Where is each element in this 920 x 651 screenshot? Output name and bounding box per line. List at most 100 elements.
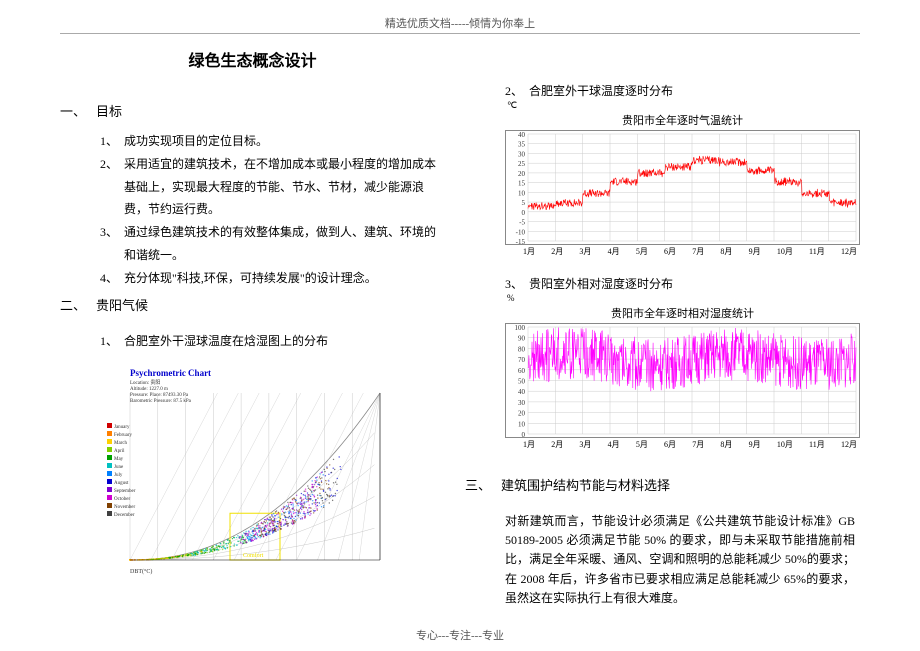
- section-2-sub1: 1、 合肥室外干湿球温度在焓湿图上的分布: [100, 332, 445, 349]
- month-label: 1月: [523, 439, 535, 450]
- svg-text:Comfort: Comfort: [243, 552, 264, 559]
- sub3-number: 3、: [505, 275, 525, 292]
- month-label: 2月: [551, 246, 563, 257]
- section-2-number: 二、: [60, 295, 90, 314]
- section-3-label: 建筑围护结构节能与材料选择: [501, 475, 670, 494]
- svg-text:0: 0: [522, 431, 526, 437]
- svg-text:100: 100: [515, 324, 526, 332]
- section-2-head: 二、 贵阳气候: [60, 295, 445, 314]
- svg-text:0: 0: [522, 209, 526, 217]
- month-label: 4月: [608, 439, 620, 450]
- section-1-item-3: 3、通过绿色建筑技术的有效整体集成，做到人、建筑、环境的和谐统一。: [100, 221, 440, 267]
- section-1-label: 目标: [96, 101, 122, 120]
- page-title: 绿色生态概念设计: [60, 47, 445, 71]
- section-1-number: 一、: [60, 101, 90, 120]
- item-num: 2、: [100, 153, 120, 221]
- hum-xaxis: 1月2月3月4月5月6月7月8月9月10月11月12月: [505, 438, 860, 450]
- item-num: 1、: [100, 130, 120, 153]
- svg-text:20: 20: [518, 170, 526, 178]
- month-label: 10月: [777, 439, 793, 450]
- item-text: 通过绿色建筑技术的有效整体集成，做到人、建筑、环境的和谐统一。: [124, 221, 440, 267]
- svg-text:40: 40: [518, 388, 526, 396]
- header-rule: [60, 33, 860, 34]
- svg-text:February: February: [114, 433, 133, 438]
- section-1-item-1: 1、成功实现项目的定位目标。: [100, 130, 440, 153]
- item-num: 4、: [100, 267, 120, 290]
- section-1-head: 一、 目标: [60, 101, 445, 120]
- svg-text:November: November: [114, 505, 135, 510]
- svg-text:60: 60: [518, 367, 526, 375]
- svg-text:80: 80: [518, 345, 526, 353]
- sub2-head: 2、 合肥室外干球温度逐时分布: [505, 82, 860, 99]
- svg-text:October: October: [114, 497, 130, 502]
- month-label: 7月: [692, 246, 704, 257]
- month-label: 2月: [551, 439, 563, 450]
- section-3-para: 对新建筑而言，节能设计必须满足《公共建筑节能设计标准》GB 50189-2005…: [505, 512, 855, 608]
- hum-chart: 0 10 20 30 40 50 60 70 80 90 100: [505, 323, 860, 438]
- temp-chart-wrap: ℃ 贵阳市全年逐时气温统计 -15-10-50510152025303540 1…: [505, 112, 860, 257]
- item-text: 充分体现"科技,环保，可持续发展"的设计理念。: [124, 267, 440, 290]
- sub2-number: 2、: [505, 82, 525, 99]
- svg-text:10: 10: [518, 420, 526, 428]
- svg-text:Psychrometric Chart: Psychrometric Chart: [130, 368, 211, 378]
- svg-text:Barometric Pressure: 87.5 kPa: Barometric Pressure: 87.5 kPa: [130, 399, 192, 404]
- item-num: 3、: [100, 221, 120, 267]
- svg-text:-10: -10: [516, 228, 526, 236]
- svg-text:April: April: [114, 449, 125, 454]
- month-label: 12月: [841, 439, 857, 450]
- sub1-text: 合肥室外干湿球温度在焓湿图上的分布: [124, 332, 328, 349]
- month-label: 9月: [749, 246, 761, 257]
- svg-text:July: July: [114, 473, 123, 478]
- month-label: 6月: [664, 439, 676, 450]
- svg-text:30: 30: [518, 150, 526, 158]
- sub2-text: 合肥室外干球温度逐时分布: [529, 82, 673, 99]
- month-label: 5月: [636, 246, 648, 257]
- hum-chart-wrap: % 贵阳市全年逐时相对湿度统计 0102030405060708090100 1…: [505, 305, 860, 450]
- svg-text:10: 10: [518, 189, 526, 197]
- svg-text:Altitude: 1227.0 m: Altitude: 1227.0 m: [130, 387, 168, 392]
- month-label: 4月: [608, 246, 620, 257]
- month-label: 11月: [809, 439, 825, 450]
- svg-text:70: 70: [518, 356, 526, 364]
- month-label: 10月: [777, 246, 793, 257]
- hum-yunit: %: [507, 293, 515, 303]
- svg-text:20: 20: [518, 410, 526, 418]
- svg-text:-15: -15: [516, 238, 526, 244]
- hum-chart-title: 贵阳市全年逐时相对湿度统计: [505, 305, 860, 321]
- temp-yunit: ℃: [507, 100, 517, 111]
- svg-text:35: 35: [518, 141, 526, 149]
- section-2-label: 贵阳气候: [96, 295, 148, 314]
- svg-text:Location: 贵阳: Location: 贵阳: [130, 379, 160, 386]
- svg-text:May: May: [114, 457, 124, 462]
- svg-text:40: 40: [518, 131, 526, 139]
- section-1-item-2: 2、采用适宜的建筑技术，在不增加成本或最小程度的增加成本基础上，实现最大程度的节…: [100, 153, 440, 221]
- temp-chart: -15-10-50510152025303540: [505, 130, 860, 245]
- page-header: 精选优质文档-----倾情为你奉上: [0, 0, 920, 33]
- sub3-head: 3、 贵阳室外相对湿度逐时分布: [505, 275, 860, 292]
- psychrometric-chart: Psychrometric ChartLocation: 贵阳Altitude:…: [105, 365, 385, 575]
- svg-text:30: 30: [518, 399, 526, 407]
- month-label: 9月: [749, 439, 761, 450]
- svg-text:June: June: [114, 465, 124, 470]
- month-label: 11月: [809, 246, 825, 257]
- svg-text:90: 90: [518, 335, 526, 343]
- left-column: 绿色生态概念设计 一、 目标 1、成功实现项目的定位目标。2、采用适宜的建筑技术…: [60, 42, 445, 632]
- month-label: 12月: [841, 246, 857, 257]
- month-label: 1月: [523, 246, 535, 257]
- svg-text:January: January: [114, 425, 130, 430]
- section-3-head: 三、 建筑围护结构节能与材料选择: [465, 475, 860, 494]
- svg-text:15: 15: [518, 180, 526, 188]
- svg-text:Pressure: Place: 87493.30 Pa: Pressure: Place: 87493.30 Pa: [130, 393, 189, 398]
- month-label: 3月: [579, 439, 591, 450]
- svg-text:December: December: [114, 513, 135, 518]
- temp-xaxis: 1月2月3月4月5月6月7月8月9月10月11月12月: [505, 245, 860, 257]
- month-label: 3月: [579, 246, 591, 257]
- section-3-number: 三、: [465, 475, 495, 494]
- svg-text:25: 25: [518, 160, 526, 168]
- section-1-item-4: 4、充分体现"科技,环保，可持续发展"的设计理念。: [100, 267, 440, 290]
- item-text: 采用适宜的建筑技术，在不增加成本或最小程度的增加成本基础上，实现最大程度的节能、…: [124, 153, 440, 221]
- month-label: 6月: [664, 246, 676, 257]
- right-column: 2、 合肥室外干球温度逐时分布 ℃ 贵阳市全年逐时气温统计 -15-10-505…: [465, 42, 860, 632]
- svg-text:50: 50: [518, 378, 526, 386]
- temp-chart-title: 贵阳市全年逐时气温统计: [505, 112, 860, 128]
